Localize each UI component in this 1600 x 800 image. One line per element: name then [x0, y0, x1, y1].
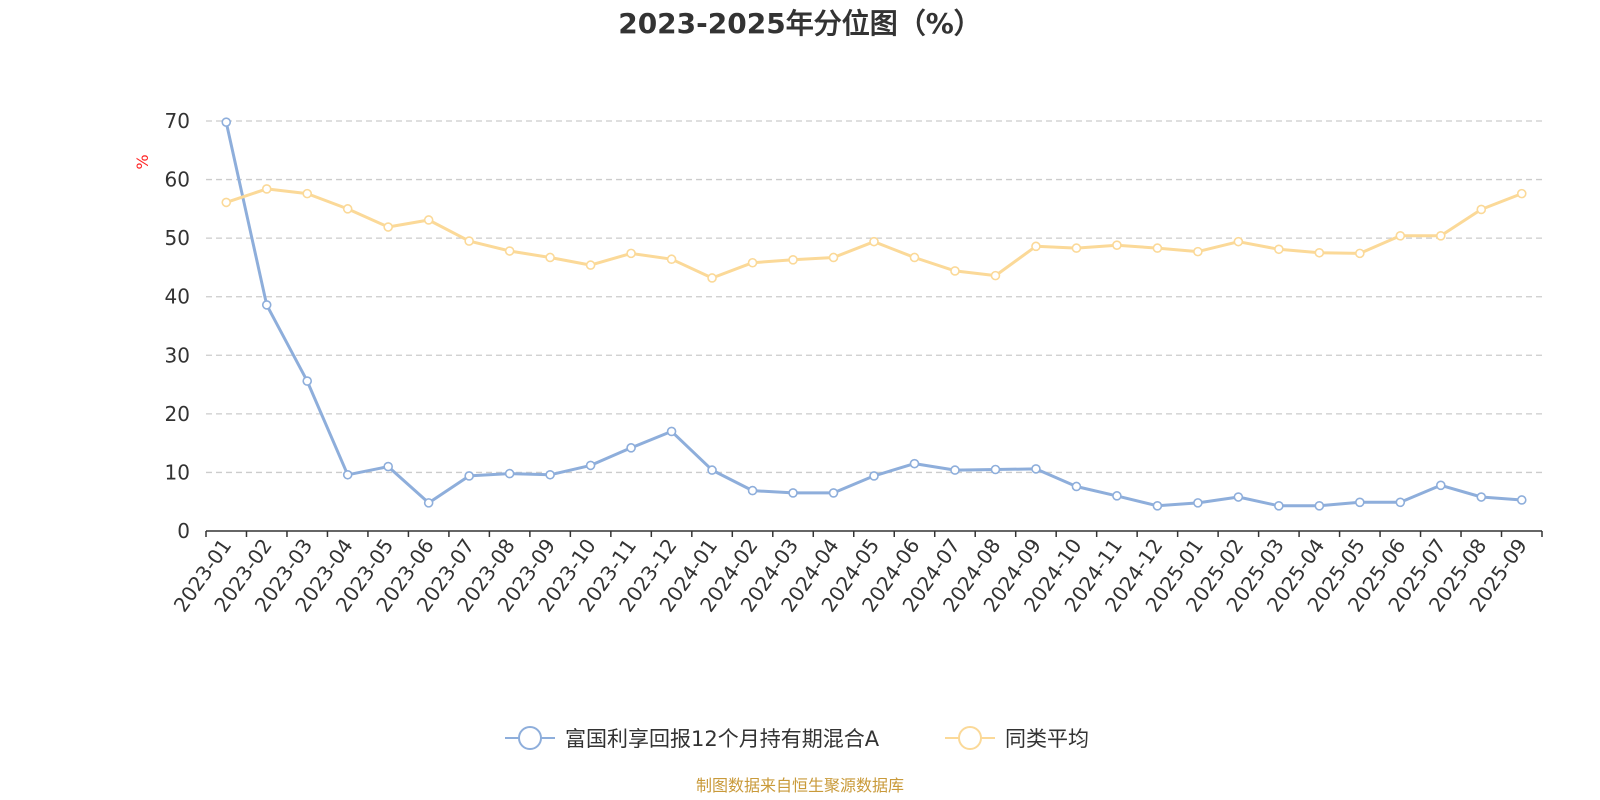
data-point[interactable] — [950, 266, 960, 276]
data-point[interactable] — [1476, 492, 1487, 502]
y-axis-unit-label: % — [133, 154, 152, 169]
data-point[interactable] — [383, 222, 393, 232]
data-point[interactable] — [788, 488, 798, 498]
data-point[interactable] — [1476, 204, 1487, 215]
y-tick-label: 0 — [177, 519, 190, 543]
data-point[interactable] — [1274, 244, 1284, 255]
data-point[interactable] — [909, 458, 920, 469]
data-point[interactable] — [1395, 497, 1406, 508]
data-point[interactable] — [828, 488, 839, 498]
data-point[interactable] — [626, 443, 636, 453]
data-point[interactable] — [626, 248, 636, 259]
data-point[interactable] — [747, 485, 758, 496]
y-tick-label: 20 — [165, 402, 190, 426]
legend[interactable]: 富国利享回报12个月持有期混合A 同类平均 — [505, 726, 1089, 751]
data-point[interactable] — [504, 468, 515, 479]
data-point[interactable] — [1031, 241, 1041, 252]
data-point[interactable] — [342, 204, 353, 214]
data-point[interactable] — [990, 464, 1001, 475]
data-point[interactable] — [504, 246, 515, 256]
data-point[interactable] — [1112, 240, 1122, 250]
series-1 — [221, 184, 1527, 283]
data-point[interactable] — [261, 300, 272, 310]
data-point[interactable] — [545, 469, 555, 480]
data-point[interactable] — [788, 255, 798, 265]
chart-title: 2023-2025年分位图（%） — [618, 7, 982, 40]
data-point[interactable] — [909, 252, 920, 263]
data-point[interactable] — [1355, 248, 1365, 259]
data-point[interactable] — [1071, 243, 1082, 253]
data-point[interactable] — [383, 461, 393, 472]
data-point[interactable] — [261, 184, 272, 194]
data-point[interactable] — [707, 465, 717, 475]
data-point[interactable] — [464, 471, 474, 481]
data-point[interactable] — [869, 471, 879, 481]
grid-lines — [206, 120, 1542, 474]
data-point[interactable] — [1274, 501, 1284, 511]
data-point[interactable] — [1233, 492, 1244, 502]
data-point[interactable] — [423, 498, 434, 508]
data-point[interactable] — [1193, 498, 1203, 508]
data-point[interactable] — [545, 252, 555, 263]
data-point[interactable] — [1314, 501, 1325, 511]
data-point[interactable] — [666, 426, 677, 437]
legend-item-0[interactable]: 富国利享回报12个月持有期混合A — [505, 726, 880, 751]
data-point[interactable] — [1152, 243, 1163, 253]
data-point[interactable] — [423, 215, 434, 225]
legend-label: 富国利享回报12个月持有期混合A — [565, 727, 880, 751]
data-point[interactable] — [1193, 246, 1203, 257]
data-point[interactable] — [1435, 480, 1446, 491]
data-point[interactable] — [1031, 464, 1041, 474]
data-point[interactable] — [1233, 236, 1244, 247]
series-0 — [221, 117, 1527, 511]
data-point[interactable] — [1355, 497, 1365, 508]
data-point[interactable] — [464, 236, 474, 246]
data-point[interactable] — [302, 376, 313, 386]
legend-label: 同类平均 — [1005, 727, 1089, 751]
data-point[interactable] — [302, 188, 313, 199]
y-tick-label: 10 — [165, 460, 190, 484]
legend-item-1[interactable]: 同类平均 — [945, 726, 1089, 751]
series-layer — [221, 117, 1527, 511]
data-point[interactable] — [1152, 501, 1163, 511]
data-point[interactable] — [585, 260, 596, 270]
data-point[interactable] — [1112, 491, 1122, 501]
legend-marker-icon — [518, 726, 542, 750]
y-tick-label: 50 — [165, 226, 190, 250]
data-point[interactable] — [342, 469, 353, 480]
data-point[interactable] — [221, 117, 232, 127]
data-point[interactable] — [1516, 495, 1527, 505]
data-point[interactable] — [585, 460, 596, 471]
data-point[interactable] — [828, 252, 839, 263]
data-point[interactable] — [1516, 188, 1527, 199]
data-point[interactable] — [869, 236, 879, 247]
data-point[interactable] — [950, 465, 960, 475]
series-line — [225, 187, 1523, 280]
data-point[interactable] — [990, 270, 1001, 281]
data-source-note: 制图数据来自恒生聚源数据库 — [696, 776, 904, 795]
data-point[interactable] — [1314, 247, 1325, 258]
y-tick-label: 60 — [165, 168, 190, 192]
data-point[interactable] — [1435, 231, 1446, 241]
legend-marker-icon — [958, 726, 982, 750]
data-point[interactable] — [221, 197, 232, 208]
axes: 0102030405060702023-012023-022023-032023… — [165, 109, 1543, 616]
data-point[interactable] — [666, 254, 677, 265]
data-point[interactable] — [1395, 231, 1406, 241]
data-point[interactable] — [707, 273, 717, 283]
data-point[interactable] — [1071, 481, 1082, 492]
y-tick-label: 40 — [165, 285, 190, 309]
data-point[interactable] — [747, 257, 758, 268]
y-tick-label: 30 — [165, 343, 190, 367]
y-tick-label: 70 — [165, 109, 190, 133]
